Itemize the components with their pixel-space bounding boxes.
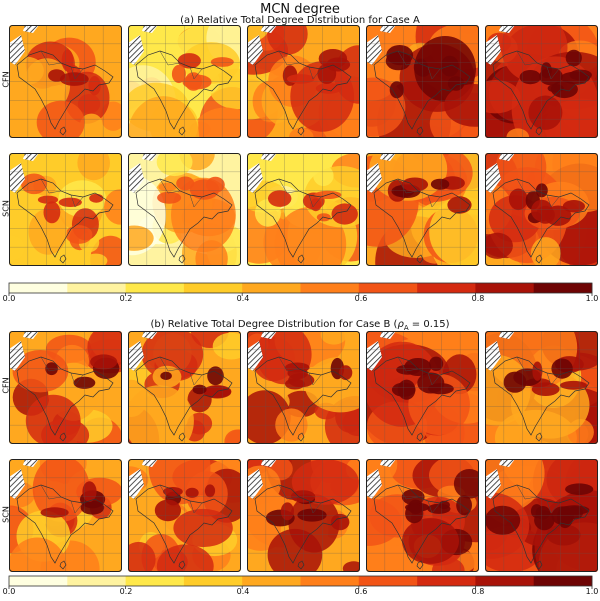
colorbar-a [8, 282, 593, 296]
cbar-b-tick-4: 0.8 [471, 587, 485, 596]
colorbar-b-bin-0 [9, 576, 68, 586]
colorbar-a-bin-6 [358, 283, 418, 293]
colorbar-b-bin-6 [358, 576, 418, 586]
colorbar-b-bin-2 [125, 576, 185, 586]
map-b-scn-4 [366, 459, 479, 572]
map-a-scn-5 [485, 153, 598, 266]
cbar-a-tick-1: 0.2 [119, 294, 133, 303]
colorbar-b-bin-4 [242, 576, 301, 586]
colorbar-a-bin-3 [183, 283, 243, 293]
panel-b-subtitle: (b) Relative Total Degree Distribution f… [0, 319, 600, 332]
panel-a-subtitle: (a) Relative Total Degree Distribution f… [180, 15, 420, 26]
map-a-scn-3 [247, 153, 360, 266]
map-a-cfn-3 [247, 25, 360, 138]
cbar-a-tick-2: 0.4 [236, 294, 250, 303]
colorbar-a-bin-8 [475, 283, 534, 293]
map-a-scn-4 [366, 153, 479, 266]
map-a-scn-2 [128, 153, 241, 266]
cbar-b-tick-5: 1.0 [585, 587, 599, 596]
colorbar-a-bin-7 [417, 283, 476, 293]
colorbar-a-bin-0 [9, 283, 68, 293]
map-a-cfn-2 [128, 25, 241, 138]
colorbar-b [8, 575, 593, 589]
map-a-scn-1 [9, 153, 122, 266]
colorbar-b-bin-3 [183, 576, 243, 586]
colorbar-a-bin-5 [300, 283, 360, 293]
cbar-a-tick-3: 0.6 [354, 294, 368, 303]
colorbar-a-bin-1 [67, 283, 126, 293]
colorbar-b-bin-8 [475, 576, 534, 586]
cbar-b-tick-2: 0.4 [236, 587, 250, 596]
colorbar-b-bin-1 [67, 576, 126, 586]
map-b-cfn-1 [9, 331, 122, 444]
map-b-cfn-4 [366, 331, 479, 444]
map-a-cfn-1 [9, 25, 122, 138]
figure-title: MCN degree [260, 2, 340, 17]
map-b-scn-5 [485, 459, 598, 572]
map-b-scn-2 [128, 459, 241, 572]
cbar-b-tick-3: 0.6 [354, 587, 368, 596]
colorbar-b-bin-9 [533, 576, 593, 586]
map-a-cfn-5 [485, 25, 598, 138]
map-b-cfn-3 [247, 331, 360, 444]
cbar-a-tick-4: 0.8 [471, 294, 485, 303]
colorbar-b-bin-5 [300, 576, 360, 586]
colorbar-a-bin-9 [533, 283, 593, 293]
rho-subscript: A [403, 324, 409, 332]
map-b-scn-1 [9, 459, 122, 572]
cbar-a-tick-0: 0.0 [2, 294, 16, 303]
colorbar-a-bin-4 [242, 283, 301, 293]
colorbar-b-bin-7 [417, 576, 476, 586]
cbar-a-tick-5: 1.0 [585, 294, 599, 303]
map-a-cfn-4 [366, 25, 479, 138]
panel-b-subtitle-prefix: (b) Relative Total Degree Distribution f… [150, 319, 398, 330]
rho-symbol: ρ [397, 319, 404, 330]
map-b-cfn-2 [128, 331, 241, 444]
map-b-cfn-5 [485, 331, 598, 444]
cbar-b-tick-0: 0.0 [2, 587, 16, 596]
cbar-b-tick-1: 0.2 [119, 587, 133, 596]
panel-b-subtitle-suffix: = 0.15) [408, 319, 450, 330]
colorbar-a-bin-2 [125, 283, 185, 293]
map-b-scn-3 [247, 459, 360, 572]
